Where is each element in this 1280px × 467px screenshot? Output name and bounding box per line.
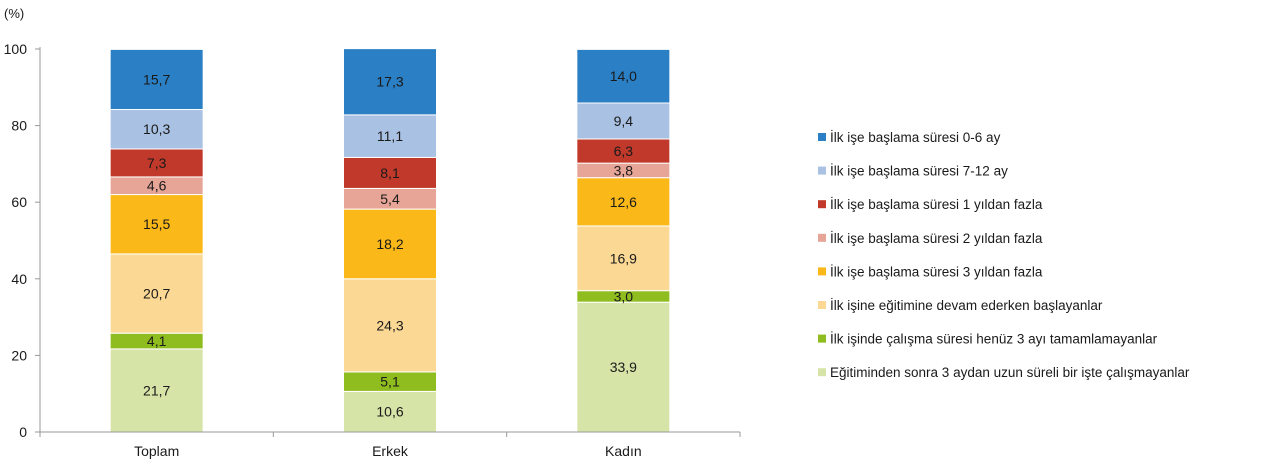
legend-swatch bbox=[818, 368, 826, 377]
legend-label: İlk işe başlama süresi 0-6 ay bbox=[830, 130, 1001, 145]
axes bbox=[39, 47, 741, 437]
data-label: 4,6 bbox=[147, 178, 167, 194]
data-label: 12,6 bbox=[610, 194, 637, 210]
bar-segment bbox=[109, 194, 204, 255]
y-tick-label: 0 bbox=[19, 424, 27, 440]
legend-swatch bbox=[818, 267, 826, 276]
legend-label: İlk işe başlama süresi 7-12 ay bbox=[830, 164, 1008, 179]
data-label: 5,1 bbox=[380, 374, 400, 390]
legend-swatch bbox=[818, 200, 826, 209]
y-axis-unit-label: (%) bbox=[4, 6, 24, 21]
data-label: 15,7 bbox=[143, 71, 170, 87]
legend-swatch bbox=[818, 233, 826, 242]
x-category-label: Erkek bbox=[372, 443, 409, 459]
legend-swatch bbox=[818, 301, 826, 309]
data-label: 15,5 bbox=[143, 216, 170, 232]
bar-segment bbox=[343, 48, 437, 116]
bar-segment bbox=[576, 301, 671, 433]
legend-label: İlk işe başlama süresi 2 yıldan fazla bbox=[830, 231, 1043, 246]
bar-segment bbox=[343, 278, 437, 373]
x-category-label: Toplam bbox=[134, 443, 179, 459]
data-label: 7,3 bbox=[147, 155, 167, 171]
bar-segment bbox=[576, 177, 671, 227]
data-label: 10,6 bbox=[376, 404, 403, 420]
data-label: 6,3 bbox=[614, 143, 634, 159]
legend-label: Eğitiminden sonra 3 aydan uzun süreli bi… bbox=[830, 365, 1190, 380]
data-label: 16,9 bbox=[610, 250, 637, 266]
legend-label: İlk işe başlama süresi 1 yıldan fazla bbox=[830, 197, 1043, 212]
data-label: 21,7 bbox=[143, 382, 170, 398]
y-tick-label: 60 bbox=[11, 194, 27, 210]
bar-segment bbox=[343, 156, 437, 189]
y-tick-label: 100 bbox=[4, 41, 28, 57]
data-label: 4,1 bbox=[147, 333, 167, 349]
bars: 21,7 4,1 20,7 15,5 4,6 7,3 10,3 15,7 10,6 5,1 24,3… bbox=[109, 48, 671, 433]
data-label: 3,8 bbox=[614, 162, 634, 178]
y-tick-label: 80 bbox=[11, 118, 27, 134]
bar-segment bbox=[109, 48, 204, 111]
bar-segment bbox=[576, 138, 671, 164]
bar-segment bbox=[576, 48, 671, 104]
data-label: 9,4 bbox=[614, 113, 634, 129]
x-category-label: Kadın bbox=[605, 443, 642, 459]
bar-segment bbox=[343, 390, 437, 433]
legend-swatch bbox=[818, 133, 826, 141]
legend-swatch bbox=[818, 166, 826, 175]
data-label: 10,3 bbox=[143, 121, 170, 137]
legend: İlk işe başlama süresi 0-6 ay İlk işe baş… bbox=[818, 130, 1190, 380]
bar-segment bbox=[109, 253, 204, 334]
data-label: 8,1 bbox=[380, 165, 400, 181]
bar-segment bbox=[576, 102, 671, 140]
bar-segment bbox=[343, 114, 437, 158]
data-label: 11,1 bbox=[377, 128, 403, 144]
legend-label: İlk işe başlama süresi 3 yıldan fazla bbox=[830, 264, 1043, 279]
data-label: 14,0 bbox=[610, 68, 637, 84]
y-tick-label: 20 bbox=[11, 347, 27, 363]
bar-segment bbox=[343, 208, 437, 280]
bar-segment bbox=[576, 225, 671, 292]
y-tick-label: 40 bbox=[11, 271, 27, 287]
bar-segment bbox=[109, 109, 204, 150]
data-label: 24,3 bbox=[376, 317, 403, 333]
data-label: 17,3 bbox=[376, 74, 403, 90]
data-label: 3,0 bbox=[614, 288, 634, 304]
legend-swatch bbox=[818, 334, 826, 343]
legend-label: İlk işinde çalışma süresi henüz 3 ayı ta… bbox=[830, 332, 1158, 347]
data-label: 18,2 bbox=[376, 236, 403, 252]
data-label: 33,9 bbox=[610, 359, 637, 375]
data-label: 20,7 bbox=[143, 286, 170, 302]
x-axis-labels: Toplam Erkek Kadın bbox=[134, 443, 642, 459]
legend-label: İlk işine eğitimine devam ederken başlay… bbox=[830, 298, 1103, 313]
y-axis-ticks: 0 20 40 60 80 100 bbox=[4, 41, 40, 440]
data-label: 5,4 bbox=[380, 191, 400, 207]
